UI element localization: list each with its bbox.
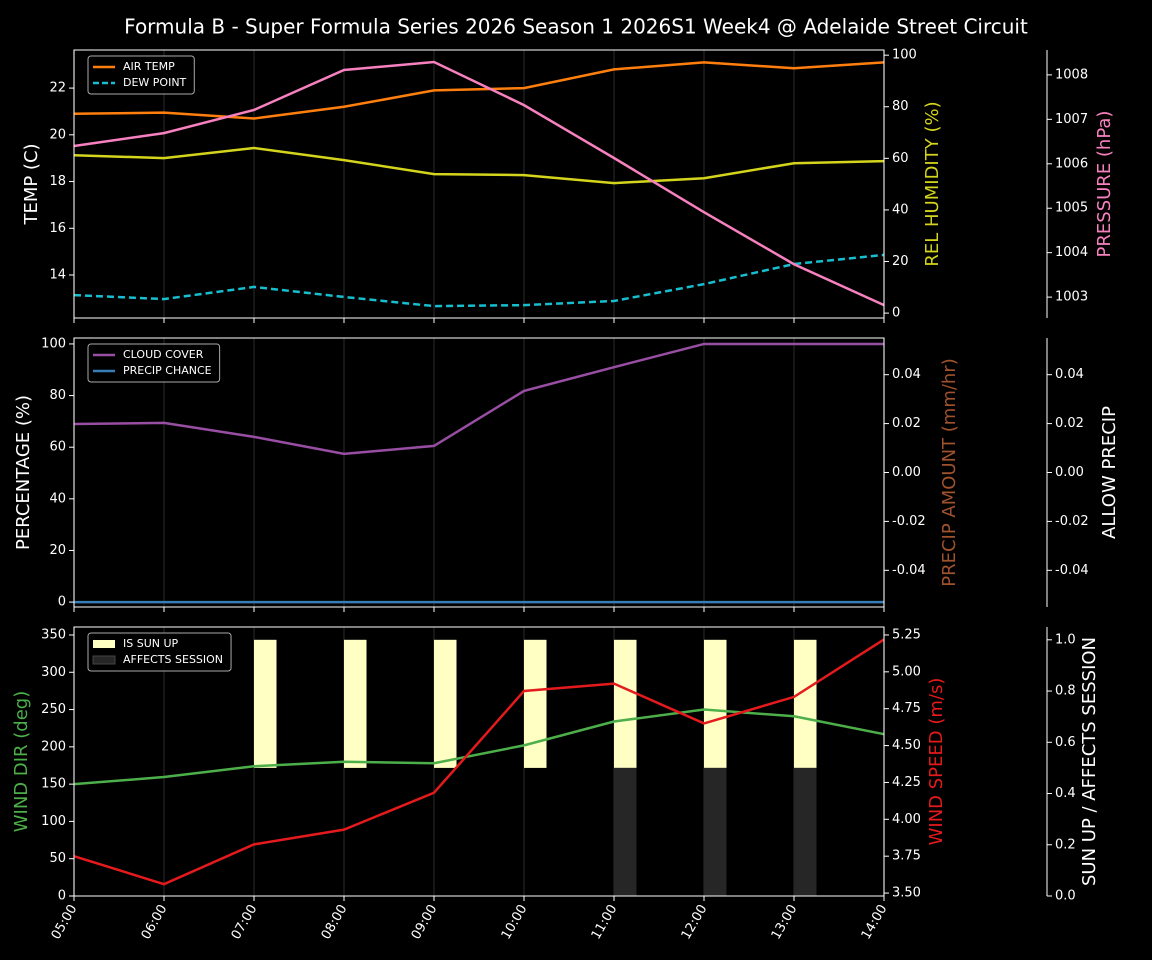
y3-tick-label: 0.02: [1055, 416, 1084, 431]
bar: [434, 639, 457, 768]
y2-tick-label: 100: [892, 48, 917, 63]
y3-tick-label: -0.02: [1055, 514, 1089, 529]
bar: [614, 767, 637, 896]
y3-tick-label: 1.0: [1055, 632, 1076, 647]
bar: [704, 639, 727, 768]
y-tick-label: 40: [49, 491, 66, 506]
bar: [344, 639, 367, 768]
legend-label: CLOUD COVER: [123, 348, 204, 361]
y-tick-label: 16: [49, 221, 66, 236]
y3-tick-label: 1007: [1055, 112, 1088, 127]
y-tick-label: 350: [41, 627, 66, 642]
y3-tick-label: 0.04: [1055, 367, 1084, 382]
y2-tick-label: 3.50: [892, 886, 921, 901]
y-tick-label: 60: [49, 440, 66, 455]
y3-tick-label: 0.4: [1055, 786, 1076, 801]
line: [73, 638, 885, 886]
legend-label: DEW POINT: [123, 76, 187, 89]
y3-axis-label: PRESSURE (hPa): [1094, 111, 1115, 258]
line: [73, 708, 885, 786]
bar: [794, 639, 817, 768]
y-tick-label: 20: [49, 543, 66, 558]
bar: [704, 767, 727, 896]
y2-tick-label: 4.25: [892, 775, 921, 790]
plot-frame: [73, 49, 885, 319]
y2-axis-label: REL HUMIDITY (%): [922, 101, 943, 266]
y2-tick-label: 4.00: [892, 812, 921, 827]
y2-tick-label: 80: [892, 99, 909, 114]
y2-tick-label: 3.75: [892, 849, 921, 864]
y-tick-label: 18: [49, 174, 66, 189]
y3-tick-label: 1003: [1055, 290, 1088, 305]
y3-tick-label: 0.00: [1055, 465, 1084, 480]
legend-label: PRECIP CHANCE: [123, 364, 212, 377]
y3-tick-label: -0.04: [1055, 563, 1089, 578]
y2-tick-label: 40: [892, 202, 909, 217]
line: [73, 342, 884, 456]
y-tick-label: 0: [58, 889, 66, 904]
y-tick-label: 14: [49, 268, 66, 283]
y2-axis-label: WIND SPEED (m/s): [926, 678, 947, 846]
y-tick-label: 20: [49, 127, 66, 142]
line: [73, 61, 885, 120]
y2-tick-label: 0: [892, 306, 900, 321]
y-axis-label: WIND DIR (deg): [11, 691, 32, 833]
y3-tick-label: 0.0: [1055, 889, 1076, 904]
legend-swatch: [93, 640, 115, 648]
y2-tick-label: 0.00: [892, 465, 921, 480]
y2-tick-label: -0.04: [892, 563, 926, 578]
y3-axis-label: ALLOW PRECIP: [1099, 406, 1120, 539]
y2-tick-label: 5.25: [892, 627, 921, 642]
y2-tick-label: -0.02: [892, 514, 926, 529]
bar: [254, 639, 277, 768]
y-tick-label: 100: [41, 336, 66, 351]
line: [73, 146, 885, 185]
y-axis-label: PERCENTAGE (%): [13, 395, 34, 550]
y2-tick-label: 5.00: [892, 664, 921, 679]
legend-label: AFFECTS SESSION: [123, 653, 223, 666]
y-tick-label: 0: [58, 595, 66, 610]
y2-tick-label: 60: [892, 151, 909, 166]
y-tick-label: 300: [41, 665, 66, 680]
bar: [614, 639, 637, 768]
line: [73, 253, 885, 308]
legend-label: AIR TEMP: [123, 60, 175, 73]
legend-label: IS SUN UP: [123, 637, 179, 650]
bar: [524, 639, 547, 768]
legend-box: [87, 55, 195, 95]
plot-frame: [73, 626, 885, 897]
y2-tick-label: 0.04: [892, 367, 921, 382]
y3-tick-label: 1004: [1055, 245, 1088, 260]
y3-tick-label: 0.8: [1055, 684, 1076, 699]
legend-box: [87, 632, 232, 672]
y-tick-label: 50: [49, 851, 66, 866]
y-tick-label: 150: [41, 777, 66, 792]
y-tick-label: 80: [49, 388, 66, 403]
line: [73, 60, 885, 307]
y2-tick-label: 0.02: [892, 416, 921, 431]
y3-tick-label: 1008: [1055, 67, 1088, 82]
y-tick-label: 200: [41, 739, 66, 754]
plot-frame: [73, 337, 885, 608]
chart-title: Formula B - Super Formula Series 2026 Se…: [124, 15, 1028, 39]
y3-tick-label: 1005: [1055, 201, 1088, 216]
y2-tick-label: 4.50: [892, 738, 921, 753]
y3-tick-label: 0.2: [1055, 837, 1076, 852]
y2-tick-label: 4.75: [892, 701, 921, 716]
y-tick-label: 250: [41, 702, 66, 717]
y3-tick-label: 0.6: [1055, 735, 1076, 750]
y-tick-label: 100: [41, 814, 66, 829]
y-axis-label: TEMP (C): [21, 143, 42, 225]
legend-swatch: [92, 655, 116, 665]
legend-box: [87, 343, 221, 383]
y2-axis-label: PRECIP AMOUNT (mm/hr): [939, 358, 960, 587]
y3-axis-label: SUN UP / AFFECTS SESSION: [1079, 637, 1100, 886]
y3-tick-label: 1006: [1055, 156, 1088, 171]
y2-tick-label: 20: [892, 254, 909, 269]
bar: [794, 767, 817, 896]
y-tick-label: 22: [49, 81, 66, 96]
